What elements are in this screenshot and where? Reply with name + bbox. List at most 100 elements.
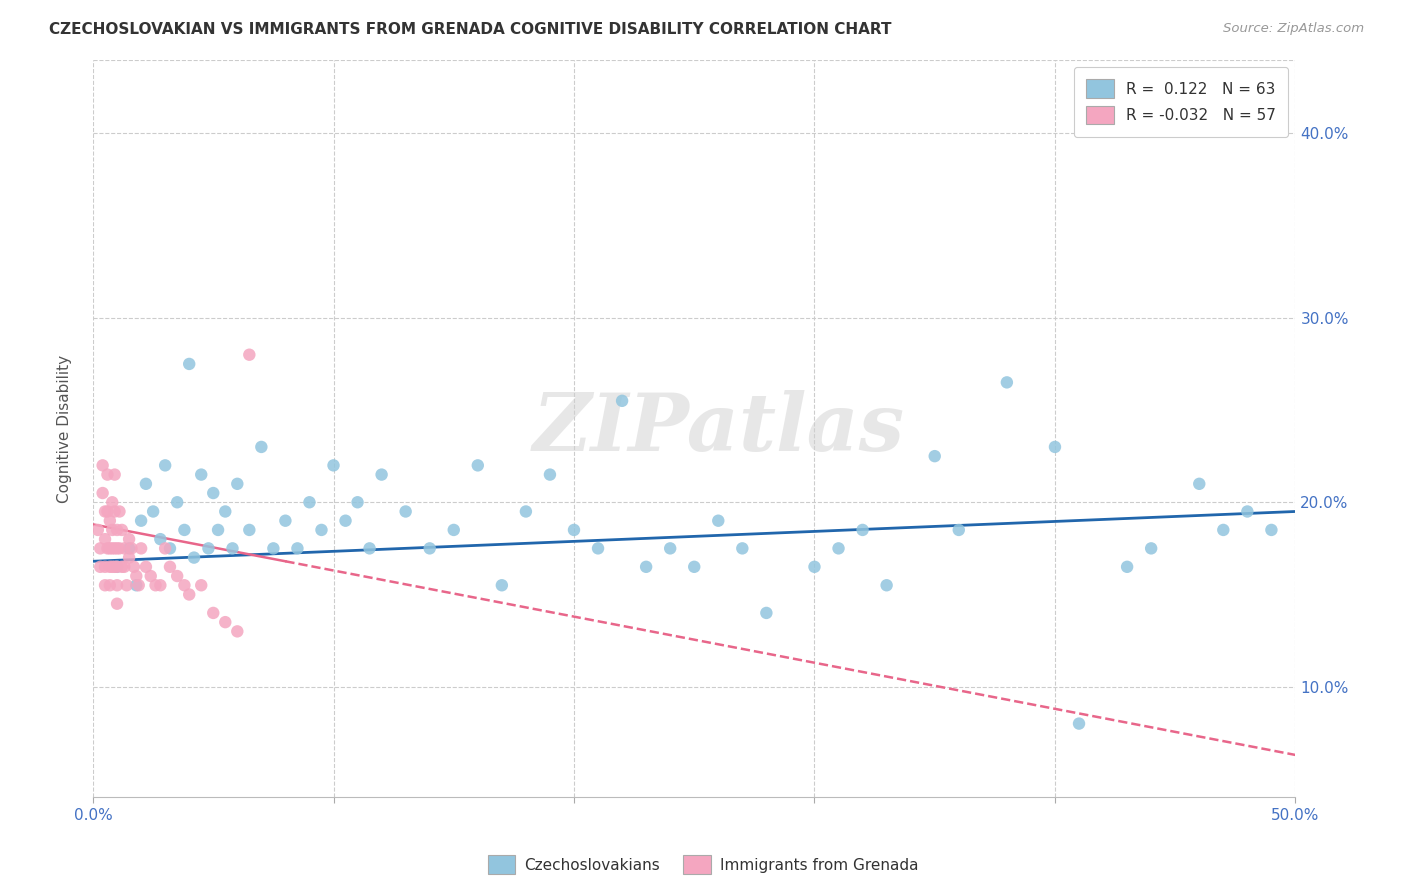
Point	[112, 559, 135, 574]
Point	[149, 578, 172, 592]
Point	[129, 541, 152, 556]
Point	[202, 486, 225, 500]
Point	[1236, 504, 1258, 518]
Point	[1260, 523, 1282, 537]
Point	[98, 541, 121, 556]
Point	[145, 578, 167, 592]
Point	[179, 587, 201, 601]
Point	[139, 569, 162, 583]
Point	[1188, 476, 1211, 491]
Point	[135, 476, 157, 491]
Point	[159, 559, 181, 574]
Point	[183, 550, 205, 565]
Point	[125, 569, 148, 583]
Point	[287, 541, 309, 556]
Point	[179, 357, 201, 371]
Point	[118, 550, 141, 565]
Point	[94, 504, 117, 518]
Point	[135, 559, 157, 574]
Point	[214, 504, 236, 518]
Point	[298, 495, 321, 509]
Point	[562, 523, 585, 537]
Point	[173, 523, 195, 537]
Point	[128, 578, 150, 592]
Point	[515, 504, 537, 518]
Point	[96, 467, 118, 482]
Point	[94, 578, 117, 592]
Point	[112, 541, 135, 556]
Text: ZIPatlas: ZIPatlas	[533, 390, 904, 467]
Point	[166, 569, 188, 583]
Point	[827, 541, 849, 556]
Legend: R =  0.122   N = 63, R = -0.032   N = 57: R = 0.122 N = 63, R = -0.032 N = 57	[1074, 67, 1288, 136]
Point	[190, 467, 212, 482]
Point	[125, 578, 148, 592]
Point	[105, 559, 128, 574]
Point	[96, 541, 118, 556]
Point	[129, 514, 152, 528]
Y-axis label: Cognitive Disability: Cognitive Disability	[58, 354, 72, 502]
Point	[105, 559, 128, 574]
Point	[876, 578, 898, 592]
Point	[419, 541, 441, 556]
Point	[166, 495, 188, 509]
Legend: Czechoslovakians, Immigrants from Grenada: Czechoslovakians, Immigrants from Grenad…	[482, 849, 924, 880]
Point	[149, 532, 172, 546]
Point	[250, 440, 273, 454]
Point	[1116, 559, 1139, 574]
Point	[101, 523, 124, 537]
Point	[104, 504, 127, 518]
Point	[238, 348, 260, 362]
Point	[108, 541, 131, 556]
Point	[707, 514, 730, 528]
Point	[153, 458, 176, 473]
Point	[159, 541, 181, 556]
Point	[370, 467, 392, 482]
Point	[491, 578, 513, 592]
Point	[108, 504, 131, 518]
Point	[142, 504, 165, 518]
Point	[995, 376, 1018, 390]
Point	[1140, 541, 1163, 556]
Point	[153, 541, 176, 556]
Point	[322, 458, 344, 473]
Point	[803, 559, 825, 574]
Point	[311, 523, 333, 537]
Point	[91, 458, 114, 473]
Point	[104, 559, 127, 574]
Point	[98, 559, 121, 574]
Point	[98, 578, 121, 592]
Point	[226, 476, 249, 491]
Point	[105, 541, 128, 556]
Point	[755, 606, 778, 620]
Point	[101, 559, 124, 574]
Point	[636, 559, 658, 574]
Point	[118, 532, 141, 546]
Point	[89, 559, 111, 574]
Point	[683, 559, 706, 574]
Point	[202, 606, 225, 620]
Point	[274, 514, 297, 528]
Point	[335, 514, 357, 528]
Point	[1067, 716, 1090, 731]
Point	[197, 541, 219, 556]
Point	[538, 467, 561, 482]
Point	[105, 597, 128, 611]
Point	[111, 559, 134, 574]
Point	[1043, 440, 1066, 454]
Point	[87, 523, 110, 537]
Point	[190, 578, 212, 592]
Point	[173, 578, 195, 592]
Point	[94, 559, 117, 574]
Point	[105, 523, 128, 537]
Text: CZECHOSLOVAKIAN VS IMMIGRANTS FROM GRENADA COGNITIVE DISABILITY CORRELATION CHAR: CZECHOSLOVAKIAN VS IMMIGRANTS FROM GRENA…	[49, 22, 891, 37]
Point	[659, 541, 682, 556]
Point	[122, 559, 145, 574]
Point	[731, 541, 754, 556]
Point	[91, 486, 114, 500]
Point	[115, 578, 138, 592]
Point	[101, 541, 124, 556]
Point	[96, 504, 118, 518]
Point	[104, 541, 127, 556]
Point	[851, 523, 873, 537]
